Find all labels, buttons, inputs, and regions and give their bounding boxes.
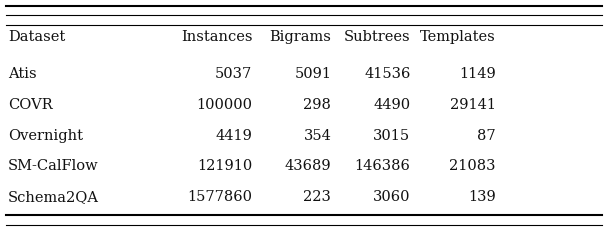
Text: 5037: 5037 <box>215 67 252 81</box>
Text: 121910: 121910 <box>197 159 252 173</box>
Text: Overnight: Overnight <box>8 129 83 143</box>
Text: 87: 87 <box>477 129 496 143</box>
Text: 139: 139 <box>468 190 496 204</box>
Text: SM-CalFlow: SM-CalFlow <box>8 159 98 173</box>
Text: 43689: 43689 <box>285 159 331 173</box>
Text: Instances: Instances <box>181 30 252 44</box>
Text: Dataset: Dataset <box>8 30 65 44</box>
Text: Templates: Templates <box>420 30 496 44</box>
Text: 146386: 146386 <box>354 159 410 173</box>
Text: 354: 354 <box>303 129 331 143</box>
Text: 1149: 1149 <box>459 67 496 81</box>
Text: Subtrees: Subtrees <box>344 30 410 44</box>
Text: 41536: 41536 <box>364 67 410 81</box>
Text: Atis: Atis <box>8 67 36 81</box>
Text: 4419: 4419 <box>215 129 252 143</box>
Text: 3015: 3015 <box>373 129 410 143</box>
Text: 5091: 5091 <box>294 67 331 81</box>
Text: COVR: COVR <box>8 98 52 112</box>
Text: 1577860: 1577860 <box>187 190 252 204</box>
Text: Bigrams: Bigrams <box>269 30 331 44</box>
Text: 3060: 3060 <box>373 190 410 204</box>
Text: 100000: 100000 <box>196 98 252 112</box>
Text: Schema2QA: Schema2QA <box>8 190 99 204</box>
Text: 223: 223 <box>303 190 331 204</box>
Text: 4490: 4490 <box>373 98 410 112</box>
Text: 29141: 29141 <box>449 98 496 112</box>
Text: 21083: 21083 <box>449 159 496 173</box>
Text: 298: 298 <box>303 98 331 112</box>
